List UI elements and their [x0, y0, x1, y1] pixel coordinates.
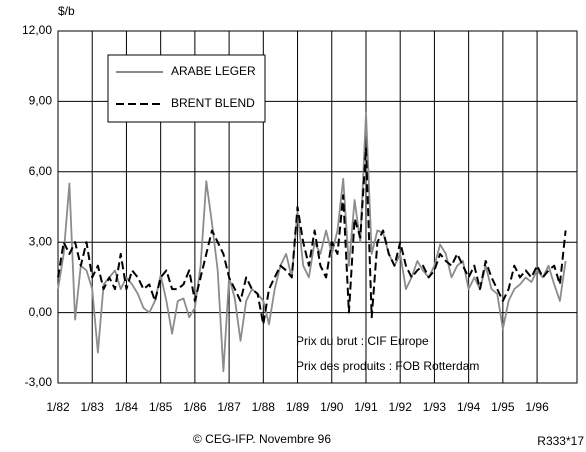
x-tick-label: 1/84 — [115, 400, 139, 414]
y-tick-label: 0,00 — [29, 305, 53, 319]
y-tick-label: 9,00 — [29, 94, 53, 108]
x-tick-label: 1/96 — [525, 400, 549, 414]
annotation: Prix des produits : FOB Rotterdam — [296, 359, 479, 373]
annotation: Prix du brut : CIF Europe — [296, 334, 429, 348]
series-line — [57, 147, 567, 326]
x-tick-label: 1/85 — [149, 400, 173, 414]
x-tick-label: 1/83 — [81, 400, 105, 414]
x-tick-label: 1/92 — [389, 400, 413, 414]
reference: R333*17 — [537, 434, 584, 448]
y-tick-label: 6,00 — [29, 164, 53, 178]
x-tick-label: 1/94 — [457, 400, 481, 414]
x-tick-label: 1/90 — [320, 400, 344, 414]
y-axis-label: $/b — [58, 4, 75, 18]
x-tick-label: 1/88 — [252, 400, 276, 414]
x-tick-label: 1/87 — [217, 400, 241, 414]
legend-label: ARABE LEGER — [171, 64, 256, 78]
legend-label: BRENT BLEND — [171, 96, 255, 110]
x-tick-label: 1/82 — [46, 400, 70, 414]
x-tick-label: 1/89 — [286, 400, 310, 414]
x-tick-label: 1/93 — [423, 400, 447, 414]
y-tick-label: 3,00 — [29, 234, 53, 248]
y-tick-label: -3,00 — [25, 375, 53, 389]
legend-box — [107, 54, 266, 123]
x-tick-label: 1/86 — [183, 400, 207, 414]
y-tick-label: 12,00 — [22, 23, 52, 37]
footer: © CEG-IFP. Novembre 96 — [193, 432, 331, 446]
x-tick-label: 1/91 — [354, 400, 378, 414]
x-tick-label: 1/95 — [491, 400, 515, 414]
